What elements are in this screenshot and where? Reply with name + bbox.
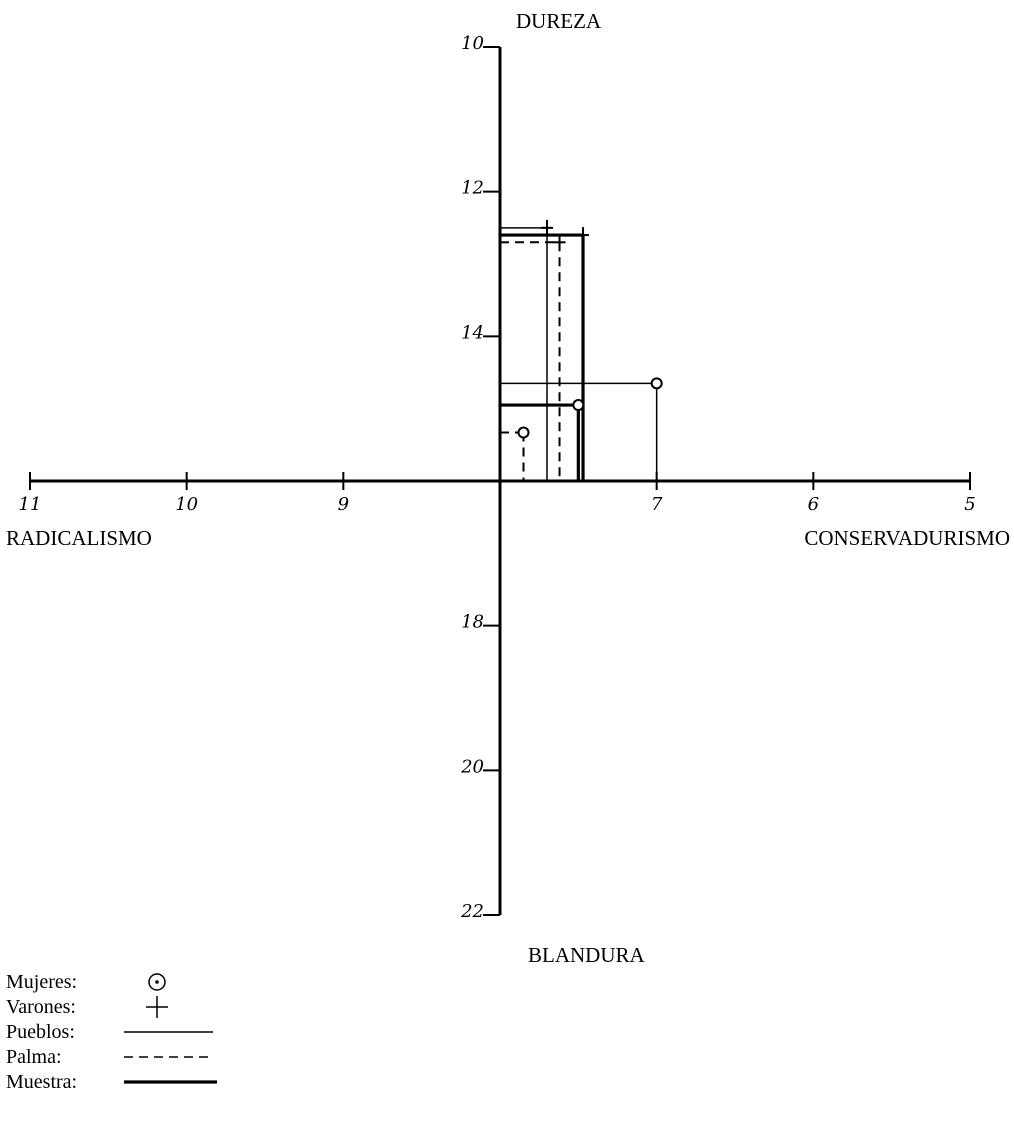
y-tick-label: 14 bbox=[461, 322, 484, 343]
label-layer: DUREZA BLANDURA RADICALISMO CONSERVADURI… bbox=[6, 9, 1010, 967]
series-layer bbox=[500, 219, 663, 481]
x-tick-label: 9 bbox=[338, 494, 349, 515]
right-axis-label: CONSERVADURISMO bbox=[804, 526, 1010, 550]
y-tick-label: 22 bbox=[460, 901, 484, 922]
x-tick-label: 5 bbox=[964, 494, 975, 515]
legend-label: Palma: bbox=[6, 1046, 62, 1068]
legend: Mujeres: Varones: Pueblos: Palma: Muestra: bbox=[6, 971, 217, 1093]
pueblos-varones-point bbox=[541, 219, 553, 236]
left-axis-label: RADICALISMO bbox=[6, 526, 152, 550]
x-tick-label: 11 bbox=[19, 494, 42, 515]
palma-mujeres-point bbox=[517, 426, 530, 439]
legend-label: Pueblos: bbox=[6, 1021, 75, 1043]
circle-dot bbox=[155, 980, 159, 984]
y-tick-label: 12 bbox=[461, 178, 484, 199]
legend-label: Mujeres: bbox=[6, 971, 77, 993]
circle-outline bbox=[148, 973, 166, 991]
bottom-axis-label: BLANDURA bbox=[528, 943, 646, 967]
x-tick-label: 10 bbox=[175, 494, 198, 515]
muestra-varones-point bbox=[577, 227, 590, 244]
y-tick-label: 20 bbox=[460, 756, 484, 777]
legend-label: Varones: bbox=[6, 996, 76, 1018]
top-axis-label: DUREZA bbox=[516, 9, 602, 33]
legend-label: Muestra: bbox=[6, 1071, 77, 1093]
pueblos-mujeres-point bbox=[650, 377, 663, 390]
palma-varones-point bbox=[553, 234, 566, 251]
legend-symbol-circle bbox=[148, 973, 166, 991]
x-tick-label: 7 bbox=[651, 494, 663, 515]
muestra-mujeres-point bbox=[572, 399, 585, 412]
y-tick-label: 18 bbox=[461, 612, 484, 633]
x-tick-label: 6 bbox=[808, 494, 819, 515]
y-tick-label: 10 bbox=[461, 33, 484, 54]
legend-symbol-cross bbox=[146, 996, 168, 1018]
axes-layer: 11 10 9 7 6 5 10 12 14 18 20 22 bbox=[19, 33, 976, 922]
